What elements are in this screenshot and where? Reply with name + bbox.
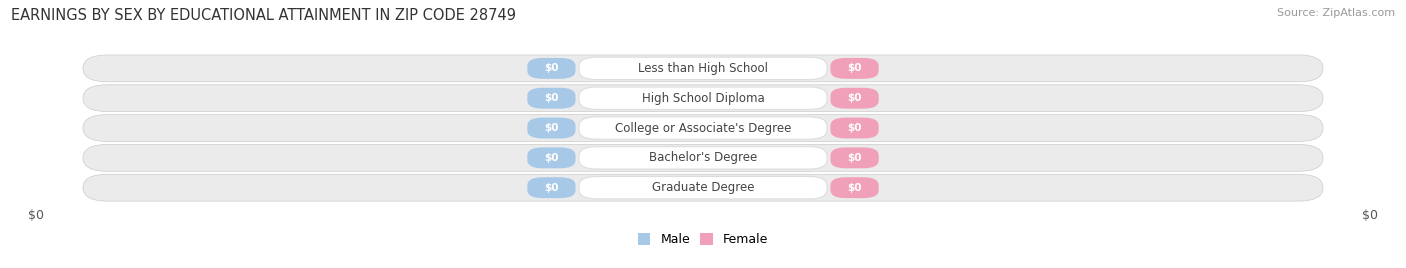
FancyBboxPatch shape — [579, 87, 827, 109]
FancyBboxPatch shape — [831, 177, 879, 198]
Text: $0: $0 — [848, 123, 862, 133]
Text: EARNINGS BY SEX BY EDUCATIONAL ATTAINMENT IN ZIP CODE 28749: EARNINGS BY SEX BY EDUCATIONAL ATTAINMEN… — [11, 8, 516, 23]
FancyBboxPatch shape — [579, 177, 827, 199]
Text: $0: $0 — [848, 153, 862, 163]
FancyBboxPatch shape — [83, 115, 1323, 142]
Text: High School Diploma: High School Diploma — [641, 92, 765, 105]
Text: $0: $0 — [544, 183, 558, 193]
FancyBboxPatch shape — [579, 57, 827, 80]
FancyBboxPatch shape — [83, 55, 1323, 82]
Text: $0: $0 — [848, 93, 862, 103]
FancyBboxPatch shape — [527, 177, 575, 198]
Text: $0: $0 — [544, 93, 558, 103]
FancyBboxPatch shape — [83, 144, 1323, 171]
FancyBboxPatch shape — [83, 85, 1323, 112]
FancyBboxPatch shape — [527, 118, 575, 139]
Text: $0: $0 — [848, 183, 862, 193]
FancyBboxPatch shape — [579, 117, 827, 139]
Text: Bachelor's Degree: Bachelor's Degree — [650, 151, 756, 164]
FancyBboxPatch shape — [527, 58, 575, 79]
Text: Less than High School: Less than High School — [638, 62, 768, 75]
FancyBboxPatch shape — [831, 147, 879, 168]
Text: $0: $0 — [28, 209, 44, 222]
Text: $0: $0 — [544, 63, 558, 73]
FancyBboxPatch shape — [83, 174, 1323, 201]
Text: $0: $0 — [1362, 209, 1378, 222]
Text: College or Associate's Degree: College or Associate's Degree — [614, 121, 792, 135]
Text: Source: ZipAtlas.com: Source: ZipAtlas.com — [1277, 8, 1395, 18]
FancyBboxPatch shape — [579, 147, 827, 169]
FancyBboxPatch shape — [831, 118, 879, 139]
Text: $0: $0 — [848, 63, 862, 73]
FancyBboxPatch shape — [527, 147, 575, 168]
FancyBboxPatch shape — [831, 58, 879, 79]
Text: Graduate Degree: Graduate Degree — [652, 181, 754, 194]
Text: $0: $0 — [544, 153, 558, 163]
Legend: Male, Female: Male, Female — [633, 228, 773, 251]
FancyBboxPatch shape — [527, 88, 575, 109]
Text: $0: $0 — [544, 123, 558, 133]
FancyBboxPatch shape — [831, 88, 879, 109]
